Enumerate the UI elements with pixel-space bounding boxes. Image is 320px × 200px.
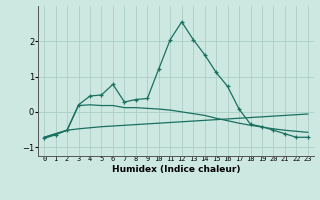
X-axis label: Humidex (Indice chaleur): Humidex (Indice chaleur): [112, 165, 240, 174]
